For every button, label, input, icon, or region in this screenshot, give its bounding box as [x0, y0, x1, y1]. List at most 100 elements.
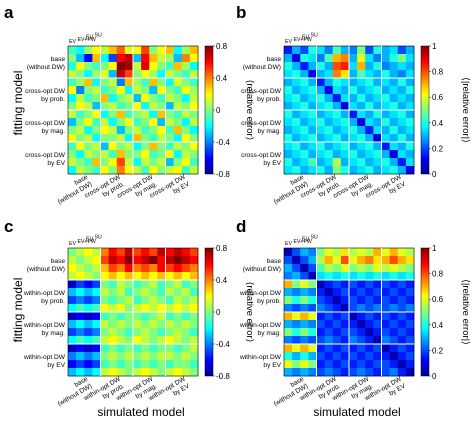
heatmap-cell: [389, 150, 399, 159]
heatmap-cell: [324, 264, 334, 273]
heatmap-cell: [108, 70, 118, 79]
heatmap-cell: [292, 150, 301, 159]
heatmap-cell: [284, 312, 293, 321]
heatmap-cell: [389, 62, 399, 71]
heatmap-cell: [397, 248, 407, 257]
heatmap-cell: [141, 150, 150, 159]
heatmap-cell: [124, 166, 134, 175]
heatmap-cell: [357, 118, 366, 127]
heatmap-cell: [405, 158, 415, 167]
heatmap-cell: [84, 352, 93, 361]
heatmap-cell: [149, 134, 158, 143]
heatmap-cell: [124, 46, 134, 55]
row-group-label: cross-opt DW: [241, 120, 282, 127]
heatmap-cell: [397, 126, 407, 135]
heatmap-cell: [381, 86, 390, 95]
heatmap-cell: [173, 150, 183, 159]
heatmap-cell: [357, 126, 366, 135]
heatmap-cell: [340, 54, 350, 63]
heatmap-cell: [149, 86, 158, 95]
colorbar-label: ⟨relative error⟩: [244, 282, 255, 343]
heatmap-cell: [316, 312, 325, 321]
heatmap-cell: [92, 336, 101, 345]
heatmap-cell: [92, 296, 101, 305]
heatmap-cell: [181, 102, 191, 111]
heatmap-cell: [300, 272, 309, 281]
heatmap-cell: [149, 320, 158, 329]
heatmap-cell: [340, 248, 350, 257]
heatmap-cell: [405, 110, 415, 119]
heatmap-cell: [405, 360, 415, 369]
heatmap-cell: [76, 62, 85, 71]
heatmap-cell: [292, 158, 301, 167]
heatmap-cell: [284, 126, 293, 135]
heatmap-cell: [141, 46, 150, 55]
heatmap-cell: [332, 46, 342, 55]
heatmap-cell: [405, 320, 415, 329]
heatmap-cell: [389, 304, 399, 313]
heatmap-cell: [189, 320, 199, 329]
heatmap-cell: [300, 352, 309, 361]
heatmap-cell: [308, 352, 317, 361]
heatmap-cell: [340, 280, 350, 289]
heatmap-cell: [124, 336, 134, 345]
heatmap-cell: [316, 158, 325, 167]
heatmap-cell: [165, 78, 174, 87]
heatmap-cell: [116, 344, 126, 353]
heatmap-cell: [284, 280, 293, 289]
heatmap-cell: [124, 328, 134, 337]
heatmap-cell: [84, 256, 93, 265]
heatmap-cell: [116, 368, 126, 377]
heatmap-cell: [189, 158, 199, 167]
heatmap-cell: [349, 248, 358, 257]
heatmap-cell: [116, 118, 126, 127]
heatmap-cell: [76, 360, 85, 369]
heatmap-cell: [149, 272, 158, 281]
row-group-label: (without DW): [27, 266, 65, 273]
heatmap-cell: [100, 150, 109, 159]
heatmap-cell: [149, 296, 158, 305]
heatmap-cell: [292, 78, 301, 87]
heatmap-cell: [108, 126, 118, 135]
heatmap-cell: [332, 344, 342, 353]
heatmap-cell: [108, 102, 118, 111]
heatmap-cell: [405, 336, 415, 345]
heatmap-cell: [308, 344, 317, 353]
heatmap-cell: [324, 158, 334, 167]
heatmap-cell: [68, 78, 77, 87]
heatmap-cell: [149, 248, 158, 257]
heatmap-cell: [76, 54, 85, 63]
heatmap-cell: [133, 368, 142, 377]
heatmap-cell: [292, 70, 301, 79]
heatmap-cell: [157, 78, 166, 87]
heatmap-cell: [405, 62, 415, 71]
heatmap-cell: [349, 320, 358, 329]
heatmap-cell: [300, 150, 309, 159]
heatmap-cell: [84, 344, 93, 353]
heatmap-cell: [397, 368, 407, 377]
panel-letter: c: [4, 217, 13, 236]
heatmap-cell: [308, 280, 317, 289]
heatmap-cell: [300, 368, 309, 377]
heatmap-cell: [84, 280, 93, 289]
heatmap-cell: [133, 296, 142, 305]
heatmap-cell: [124, 304, 134, 313]
heatmap-cell: [68, 360, 77, 369]
heatmap-cell: [173, 94, 183, 103]
heatmap-cell: [124, 118, 134, 127]
heatmap-cell: [133, 70, 142, 79]
heatmap-cell: [357, 280, 366, 289]
heatmap-cell: [141, 102, 150, 111]
colorbar-tick-label: -0.4: [216, 340, 230, 349]
heatmap-cell: [173, 62, 183, 71]
heatmap-cell: [124, 344, 134, 353]
heatmap-cell: [76, 166, 85, 175]
heatmap-cell: [173, 118, 183, 127]
heatmap-cell: [397, 344, 407, 353]
heatmap-cell: [173, 288, 183, 297]
row-group-label: by prob.: [41, 96, 65, 103]
heatmap-cell: [133, 280, 142, 289]
heatmap-cell: [100, 296, 109, 305]
colorbar-label: ⟨|relative error|⟩: [460, 77, 471, 143]
